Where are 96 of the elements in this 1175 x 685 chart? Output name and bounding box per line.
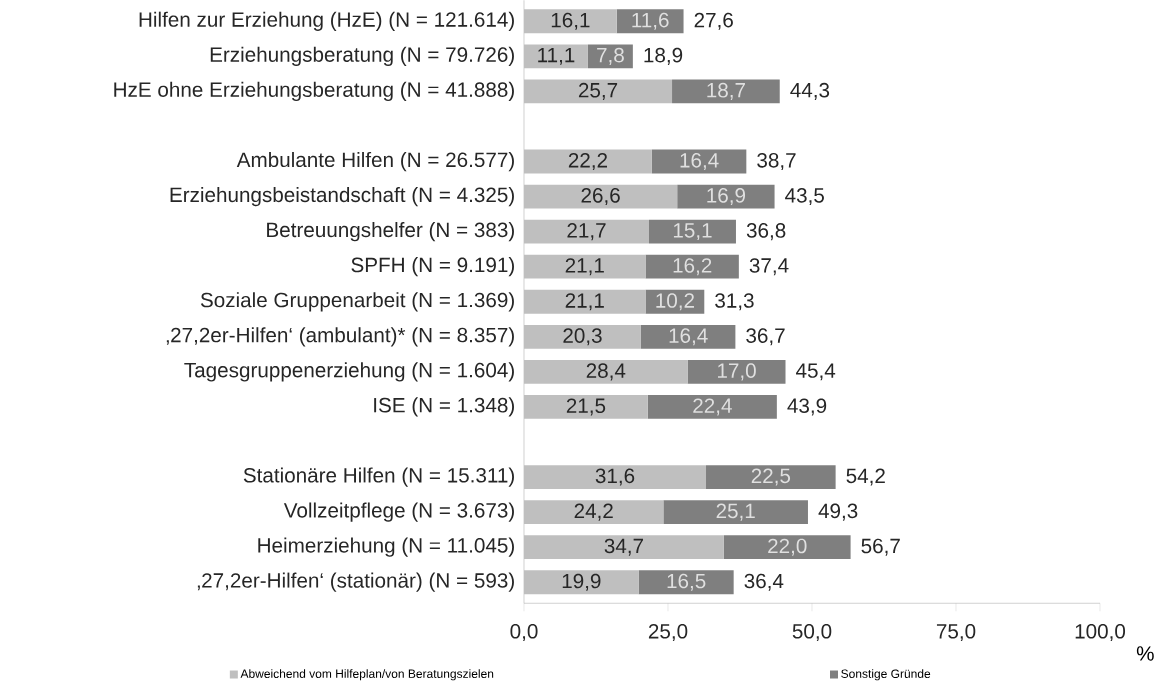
bar <box>524 465 707 489</box>
bar <box>648 219 736 244</box>
x-axis-title: % <box>1136 646 1154 661</box>
bar <box>524 359 688 384</box>
y-tick-label: ISE (N = 1.348) <box>374 397 514 417</box>
data-label: 21,1 <box>565 258 604 276</box>
y-tick-label: Erziehungsberatung (N = 79.726) <box>210 46 514 66</box>
bar <box>647 394 777 419</box>
total-label: 36,7 <box>746 328 785 346</box>
data-label: 26,6 <box>581 187 620 206</box>
bar <box>723 535 851 559</box>
data-label: 22,4 <box>693 398 732 416</box>
x-tick-label: 100,0 <box>1075 623 1126 641</box>
legend-label: Sonstige Gründe <box>841 669 931 681</box>
bar <box>524 184 678 209</box>
data-label: 11,6 <box>632 12 669 30</box>
data-label: 25,1 <box>716 503 755 521</box>
data-label: 22,2 <box>568 152 608 170</box>
bar <box>706 465 836 489</box>
x-tick-label: 25,0 <box>648 623 688 641</box>
bar <box>677 184 775 209</box>
bar <box>524 535 724 559</box>
data-label: 11,1 <box>538 47 575 65</box>
bar <box>524 219 649 244</box>
total-label: 49,3 <box>818 503 858 521</box>
bar <box>524 289 646 314</box>
data-label: 34,7 <box>604 538 644 556</box>
data-label: 19,9 <box>562 573 601 591</box>
data-label: 20,3 <box>563 328 602 346</box>
total-label: 36,4 <box>744 573 784 591</box>
data-label: 16,2 <box>673 258 712 276</box>
data-label: 16,9 <box>707 187 746 206</box>
total-label: 27,6 <box>694 12 733 30</box>
x-tick-label: 50,0 <box>792 623 832 641</box>
bar <box>524 570 639 595</box>
y-tick-label: HzE ohne Erziehungsberatung (N = 41.888) <box>114 81 514 101</box>
data-label: 25,7 <box>578 82 618 100</box>
data-label: 18,7 <box>707 82 745 100</box>
bar <box>640 324 736 349</box>
total-label: 43,5 <box>785 187 824 206</box>
data-label: 16,5 <box>667 573 706 591</box>
y-tick-label: Tagesgruppenerziehung (N = 1.604) <box>184 362 514 382</box>
bar <box>616 9 684 34</box>
data-label: 28,4 <box>586 363 626 381</box>
y-tick-label: Vollzeitpflege (N = 3.673) <box>283 502 514 522</box>
y-tick-label: Soziale Gruppenarbeit (N = 1.369) <box>200 292 514 312</box>
total-label: 37,4 <box>749 258 789 276</box>
bar <box>672 79 780 104</box>
data-label: 21,1 <box>565 293 604 311</box>
data-label: 7,8 <box>597 47 624 65</box>
y-tick-label: Stationäre Hilfen (N = 15.311) <box>243 467 514 487</box>
y-tick-label: ‚27,2er-Hilfen‘ (stationär) (N = 593) <box>197 572 514 592</box>
y-tick-label: Heimerziehung (N = 11.045) <box>258 537 514 557</box>
total-label: 45,4 <box>796 363 836 381</box>
data-label: 16,4 <box>669 328 708 346</box>
total-label: 18,9 <box>644 47 683 65</box>
data-label: 31,6 <box>595 468 635 486</box>
y-tick-label: SPFH (N = 9.191) <box>351 256 514 277</box>
total-label: 36,8 <box>746 223 786 241</box>
total-label: 44,3 <box>790 82 830 100</box>
bar <box>524 394 648 419</box>
data-label: 21,5 <box>566 398 606 416</box>
total-label: 38,7 <box>757 152 796 170</box>
data-label: 10,2 <box>656 293 694 311</box>
bar <box>524 324 641 349</box>
total-label: 43,9 <box>787 398 827 416</box>
x-tick-label: 75,0 <box>936 623 976 641</box>
y-tick-label: ‚27,2er-Hilfen‘ (ambulant)* (N = 8.357) <box>166 327 514 347</box>
y-tick-label: Ambulante Hilfen (N = 26.577) <box>236 151 514 172</box>
y-tick-label: Erziehungsbeistandschaft (N = 4.325) <box>170 186 514 207</box>
data-label: 17,0 <box>718 363 756 381</box>
total-label: 31,3 <box>715 293 754 311</box>
legend-label: Abweichend vom Hilfeplan/von Beratungszielen <box>240 669 494 681</box>
data-label: 15,1 <box>673 223 712 240</box>
data-label: 21,7 <box>567 223 606 241</box>
bar <box>524 9 617 34</box>
x-tick-label: 0,0 <box>510 623 538 641</box>
total-label: 56,7 <box>861 538 900 556</box>
data-label: 24,2 <box>574 503 613 521</box>
y-tick-label: Hilfen zur Erziehung (HzE) (N = 121.614) <box>139 11 514 31</box>
bar <box>687 359 786 384</box>
total-label: 54,2 <box>846 468 885 486</box>
y-tick-label: Betreuungshelfer (N = 383) <box>267 221 514 242</box>
bar <box>663 500 808 524</box>
data-label: 22,5 <box>751 468 791 486</box>
bar <box>587 44 633 69</box>
bar <box>524 500 664 524</box>
bar <box>524 79 673 104</box>
bar <box>645 254 739 279</box>
bar <box>638 570 734 595</box>
bar <box>524 44 588 69</box>
data-label: 22,0 <box>768 538 807 556</box>
bar <box>524 254 646 279</box>
bar <box>524 149 652 174</box>
data-label: 16,1 <box>551 12 590 30</box>
data-label: 16,4 <box>680 152 719 170</box>
